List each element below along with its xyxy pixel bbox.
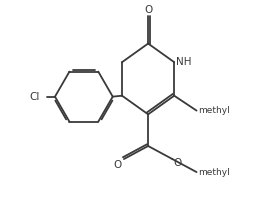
Text: NH: NH [176, 57, 192, 67]
Text: Cl: Cl [30, 92, 40, 102]
Text: methyl: methyl [198, 168, 230, 177]
Text: O: O [114, 160, 122, 170]
Text: O: O [173, 158, 182, 168]
Text: methyl: methyl [198, 106, 230, 115]
Text: O: O [144, 5, 152, 15]
